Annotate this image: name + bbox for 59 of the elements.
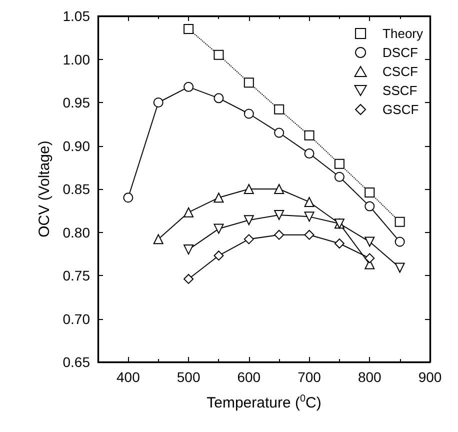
point xyxy=(184,24,194,34)
point xyxy=(244,78,254,88)
point xyxy=(244,215,254,226)
point xyxy=(123,192,134,203)
y-tick-label: 0.95 xyxy=(62,94,90,110)
y-tick-label: 0.65 xyxy=(62,354,90,370)
point xyxy=(214,93,224,104)
point xyxy=(274,104,284,114)
point xyxy=(214,250,224,261)
x-tick-label: 600 xyxy=(237,369,261,385)
point xyxy=(304,212,314,222)
y-tick-label: 0.85 xyxy=(62,181,90,197)
point xyxy=(394,216,405,227)
point xyxy=(274,210,284,220)
y-tick-label: 1.00 xyxy=(62,51,90,68)
point xyxy=(334,238,344,248)
point xyxy=(244,108,254,119)
point xyxy=(334,172,344,182)
y-tick-label: 0.80 xyxy=(62,224,90,240)
point xyxy=(184,244,194,255)
point xyxy=(184,207,194,218)
point xyxy=(274,128,284,138)
point xyxy=(184,274,194,284)
point xyxy=(304,230,314,240)
point xyxy=(394,236,405,247)
point xyxy=(394,262,405,273)
legend-label: GSCF xyxy=(382,102,419,117)
point xyxy=(153,234,164,244)
point xyxy=(274,230,284,240)
point xyxy=(334,158,344,169)
point xyxy=(214,224,224,234)
y-tick-label: 0.70 xyxy=(62,310,90,327)
point xyxy=(153,98,164,108)
x-tick-label: 700 xyxy=(298,369,322,385)
point xyxy=(244,234,254,244)
legend-label: SSCF xyxy=(382,83,418,98)
point xyxy=(304,148,314,159)
point xyxy=(364,187,375,198)
point xyxy=(364,236,375,247)
x-tick-label: 400 xyxy=(116,369,140,385)
point xyxy=(184,82,194,92)
point xyxy=(304,130,314,140)
legend-label: DSCF xyxy=(382,45,418,60)
y-tick-label: 0.90 xyxy=(62,138,90,154)
legend-label: Theory xyxy=(382,26,424,41)
point xyxy=(364,201,375,212)
point xyxy=(304,196,314,207)
x-tick-label: 500 xyxy=(176,369,200,385)
point xyxy=(244,184,254,194)
x-tick-label: 900 xyxy=(418,369,442,385)
point xyxy=(364,253,375,264)
legend-label: CSCF xyxy=(382,64,418,79)
x-tick-label: 800 xyxy=(358,369,382,385)
point xyxy=(214,192,224,203)
y-axis-title: OCV (Voltage) xyxy=(36,140,53,238)
y-tick-label: 1.05 xyxy=(62,8,90,24)
y-tick-label: 0.75 xyxy=(62,268,90,284)
point xyxy=(274,184,284,194)
point xyxy=(214,50,224,60)
